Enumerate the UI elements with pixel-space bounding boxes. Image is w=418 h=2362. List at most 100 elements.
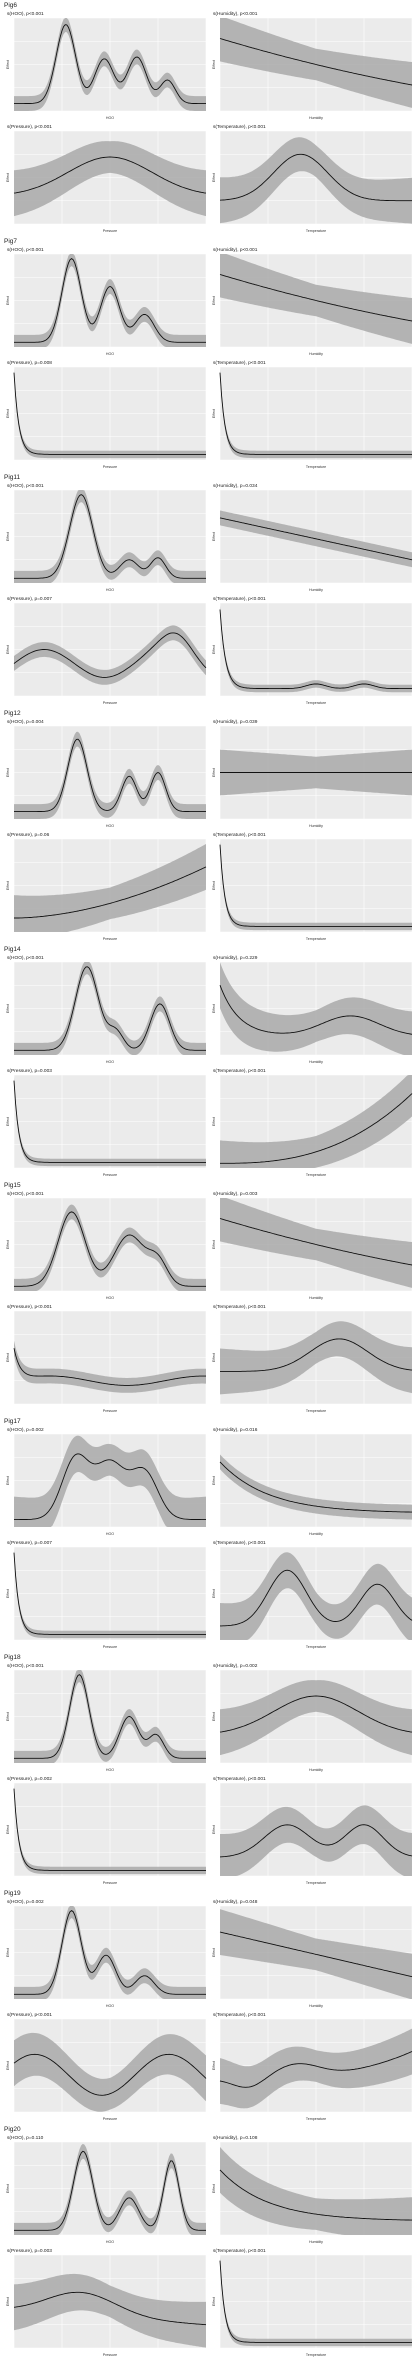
confidence-band — [220, 1198, 412, 1288]
effect-line — [219, 517, 413, 561]
group-title: Pig18 — [4, 1654, 21, 1661]
panel-title: s(Temperature), p<0.001 — [213, 1540, 266, 1546]
effect-line — [219, 609, 412, 690]
x-axis-label: Pressure — [103, 465, 117, 469]
x-axis-label: Temperature — [306, 229, 326, 233]
y-axis-label: Effect — [6, 1240, 10, 1249]
effect-line — [14, 24, 206, 105]
panel-title: s(Pressure), p=0.007 — [7, 596, 52, 602]
confidence-band — [220, 1075, 412, 1168]
panel-title: s(Temperature), p<0.001 — [213, 2248, 266, 2254]
effect-line — [14, 738, 206, 813]
confidence-band — [14, 844, 206, 932]
y-axis-label: Effect — [212, 409, 216, 418]
effect-line — [14, 1674, 206, 1759]
y-axis-label: Effect — [212, 60, 216, 69]
effect-line — [14, 258, 206, 343]
y-axis-label: Effect — [212, 1476, 216, 1485]
confidence-band — [14, 2143, 206, 2235]
y-axis-label: Effect — [6, 173, 10, 182]
y-axis-label: Effect — [212, 1948, 216, 1957]
confidence-band — [220, 254, 412, 344]
x-axis-label: Humidity — [309, 1296, 323, 1300]
panel-title: s(Humidity), p=0.048 — [213, 1899, 258, 1905]
effect-line — [14, 966, 206, 1051]
y-axis-label: Effect — [212, 1240, 216, 1249]
group-title: Pig20 — [4, 2126, 21, 2133]
effect-line — [219, 1931, 413, 1978]
confidence-band — [220, 605, 412, 693]
x-axis-label: Temperature — [306, 937, 326, 941]
panel-title: s(Humidity), p=0.016 — [213, 1427, 258, 1433]
y-axis-label: Effect — [212, 2297, 216, 2306]
panel-title: s(Temperature), p<0.001 — [213, 1776, 266, 1782]
panel-title: s(Temperature), p<0.001 — [213, 1304, 266, 1310]
y-axis-label: Effect — [6, 1476, 10, 1485]
panel-title: s(Humidity), p<0.001 — [213, 247, 258, 253]
panel-title: s(Temperature), p<0.001 — [213, 360, 266, 366]
confidence-band — [220, 1321, 412, 1395]
effect-line — [219, 1218, 413, 1266]
effect-line — [219, 38, 413, 86]
panel-title: s(Pressure), p=0.002 — [7, 1776, 52, 1782]
confidence-band — [220, 2147, 412, 2235]
y-axis-label: Effect — [212, 2061, 216, 2070]
confidence-band — [14, 731, 206, 819]
y-axis-label: Effect — [212, 173, 216, 182]
panel-title: s(Pressure), p<0.001 — [7, 124, 52, 130]
x-axis-label: Humidity — [309, 1532, 323, 1536]
y-axis-label: Effect — [212, 296, 216, 305]
y-axis-label: Effect — [6, 296, 10, 305]
panel-title: s(HOO), p<0.001 — [7, 11, 44, 17]
panel-title: s(HOO), p<0.001 — [7, 955, 44, 961]
effect-line — [13, 1080, 206, 1163]
x-axis-label: HOO — [106, 2240, 114, 2244]
confidence-band — [14, 254, 206, 347]
confidence-band — [14, 2273, 206, 2348]
confidence-band — [14, 141, 206, 217]
effect-line — [14, 2150, 206, 2231]
confidence-band — [220, 1552, 412, 1640]
group-title: Pig6 — [4, 2, 17, 9]
confidence-band — [14, 1906, 206, 1999]
effect-line — [14, 1453, 206, 1521]
confidence-band — [14, 625, 206, 685]
y-axis-label: Effect — [6, 1004, 10, 1013]
x-axis-label: Humidity — [309, 116, 323, 120]
effect-line — [14, 494, 206, 579]
group-title: Pig7 — [4, 238, 17, 245]
panel-title: s(Humidity), p=0.034 — [213, 483, 258, 489]
x-axis-label: Pressure — [103, 701, 117, 705]
panel-title: s(Pressure), p=0.06 — [7, 832, 50, 838]
effect-line — [219, 1695, 413, 1733]
x-axis-label: Pressure — [103, 2117, 117, 2121]
y-axis-label: Effect — [6, 2184, 10, 2193]
x-axis-label: Humidity — [309, 1060, 323, 1064]
x-axis-label: Temperature — [306, 465, 326, 469]
y-axis-label: Effect — [6, 1589, 10, 1598]
x-axis-label: HOO — [106, 588, 114, 592]
confidence-band — [14, 1435, 206, 1527]
effect-line — [219, 153, 412, 202]
y-axis-label: Effect — [212, 768, 216, 777]
effect-line — [219, 372, 412, 455]
y-axis-label: Effect — [6, 2297, 10, 2306]
x-axis-label: Pressure — [103, 1881, 117, 1885]
x-axis-label: Pressure — [103, 1409, 117, 1413]
x-axis-label: HOO — [106, 1532, 114, 1536]
y-axis-label: Effect — [212, 645, 216, 654]
panel-title: s(Temperature), p<0.001 — [213, 1068, 266, 1074]
y-axis-label: Effect — [212, 532, 216, 541]
x-axis-label: Temperature — [306, 1409, 326, 1413]
x-axis-label: Humidity — [309, 1768, 323, 1772]
effect-line — [219, 1461, 412, 1513]
effect-line — [219, 274, 413, 322]
y-axis-label: Effect — [6, 2061, 10, 2070]
x-axis-label: Pressure — [103, 937, 117, 941]
group-title: Pig14 — [4, 946, 21, 953]
confidence-band — [220, 18, 412, 108]
y-axis-label: Effect — [212, 1825, 216, 1834]
confidence-band — [14, 2032, 206, 2112]
panel-title: s(HOO), p<0.001 — [7, 1663, 44, 1669]
